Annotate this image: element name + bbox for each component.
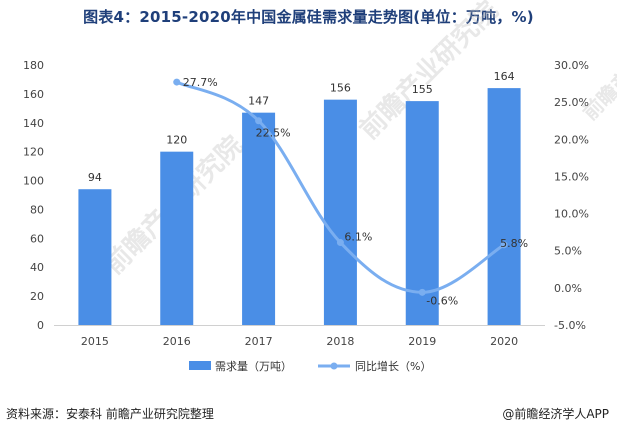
right-tick-label: 5.0% <box>554 245 582 258</box>
legend: 需求量（万吨） 同比增长（%） <box>189 359 431 373</box>
growth-value-label: 22.5% <box>256 127 291 140</box>
left-tick-label: 140 <box>23 117 44 130</box>
left-axis-ticks: 0 20 40 60 80 100 120 140 160 180 <box>23 59 44 332</box>
right-tick-label: 25.0% <box>554 96 589 109</box>
growth-point <box>255 117 263 125</box>
growth-point <box>336 239 344 247</box>
growth-value-label: 27.7% <box>183 76 218 89</box>
bar <box>160 151 194 325</box>
left-tick-label: 20 <box>30 290 44 303</box>
brand-note: @前瞻经济学人APP <box>502 407 609 421</box>
left-tick-label: 40 <box>30 261 44 274</box>
right-tick-label: 0.0% <box>554 282 582 295</box>
bar <box>242 112 276 326</box>
growth-line-series: 27.7% 22.5% 6.1% -0.6% 5.8% <box>173 76 528 307</box>
bar-value-label: 155 <box>412 83 433 96</box>
right-tick-label: 15.0% <box>554 170 589 183</box>
bar-value-label: 164 <box>494 70 515 83</box>
growth-point <box>173 78 181 86</box>
bar-value-label: 94 <box>88 171 102 184</box>
left-tick-label: 120 <box>23 146 44 159</box>
bar-value-label: 156 <box>330 82 351 95</box>
right-tick-label: 10.0% <box>554 208 589 221</box>
x-tick-label: 2015 <box>81 335 109 348</box>
growth-point <box>500 241 508 249</box>
growth-value-label: -0.6% <box>426 294 458 307</box>
right-tick-label: 20.0% <box>554 133 589 146</box>
legend-bar-label: 需求量（万吨） <box>215 360 292 373</box>
chart-title: 图表4：2015-2020年中国金属硅需求量走势图(单位：万吨，%) <box>83 8 534 26</box>
right-axis-ticks: -5.0% 0.0% 5.0% 10.0% 15.0% 20.0% 25.0% 30.0% <box>554 59 589 332</box>
x-tick-label: 2018 <box>326 335 354 348</box>
legend-line-marker <box>330 362 338 370</box>
bar <box>405 101 439 325</box>
x-axis-labels: 2015 2016 2017 2018 2019 2020 <box>81 335 518 348</box>
bar-value-label: 120 <box>166 134 187 147</box>
x-tick-label: 2020 <box>490 335 518 348</box>
right-tick-label: -5.0% <box>554 319 586 332</box>
bar <box>323 99 357 326</box>
left-tick-label: 180 <box>23 59 44 72</box>
x-tick-label: 2016 <box>163 335 191 348</box>
x-tick-label: 2017 <box>245 335 273 348</box>
left-tick-label: 0 <box>37 319 44 332</box>
bar-value-label: 147 <box>248 95 269 108</box>
chart-area: 0 20 40 60 80 100 120 140 160 180 -5.0% 0.0% 5.0% 10… <box>23 59 589 373</box>
growth-value-label: 5.8% <box>500 237 528 250</box>
bar <box>487 88 521 325</box>
growth-value-label: 6.1% <box>344 231 372 244</box>
legend-line-label: 同比增长（%） <box>355 359 431 373</box>
bar-series <box>78 88 521 326</box>
right-tick-label: 30.0% <box>554 59 589 72</box>
bar <box>78 189 112 325</box>
bar-value-labels: 94 120 147 156 155 164 <box>88 70 515 184</box>
left-tick-label: 160 <box>23 88 44 101</box>
left-tick-label: 60 <box>30 232 44 245</box>
left-tick-label: 80 <box>30 203 44 216</box>
left-tick-label: 100 <box>23 175 44 188</box>
source-note: 资料来源：安泰科 前瞻产业研究院整理 <box>6 407 214 421</box>
growth-point <box>418 288 426 296</box>
legend-bar-swatch <box>189 361 211 370</box>
x-tick-label: 2019 <box>408 335 436 348</box>
